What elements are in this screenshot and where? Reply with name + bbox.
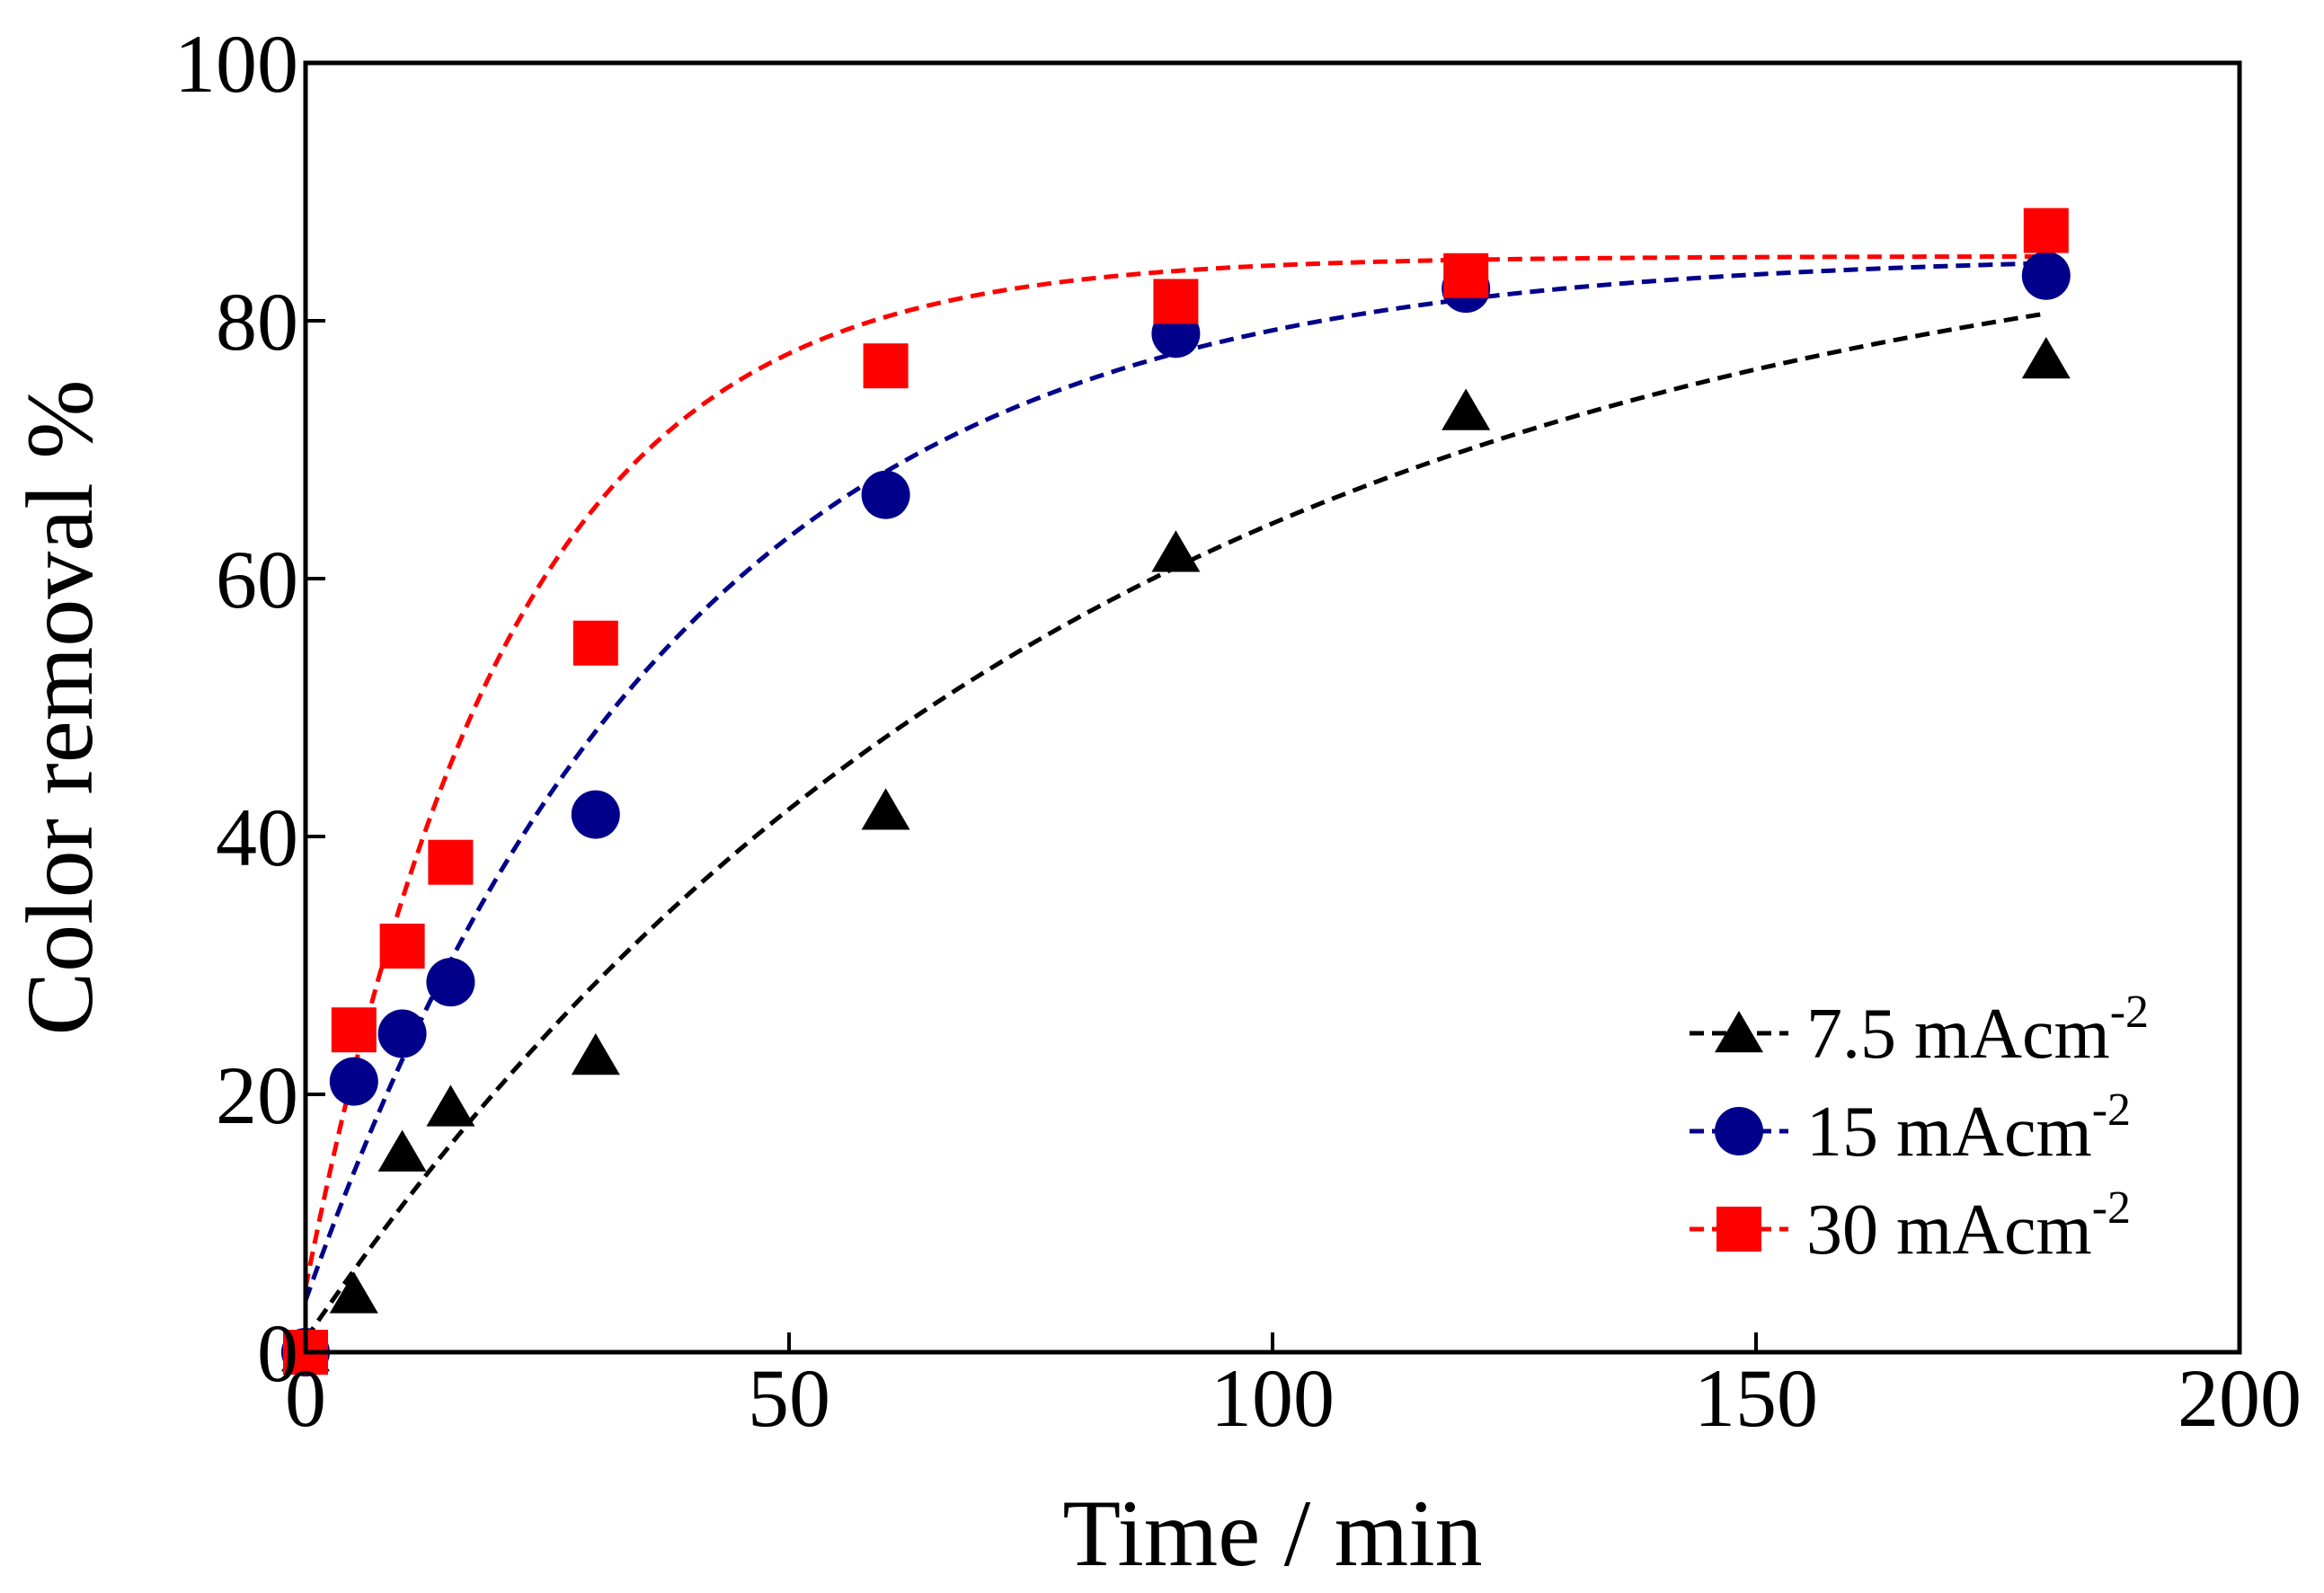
fit-curve — [303, 253, 2046, 1288]
data-point-triangle — [571, 1032, 620, 1075]
legend-label: 7.5 mAcm-2 — [1806, 987, 2149, 1074]
data-point-square — [428, 839, 474, 885]
data-point-square — [572, 620, 618, 666]
data-point-triangle — [329, 1271, 378, 1314]
y-tick-label: 40 — [216, 792, 298, 883]
y-tick-label: 80 — [216, 276, 298, 367]
x-tick-label: 200 — [2178, 1352, 2302, 1444]
data-point-square — [1153, 279, 1199, 324]
data-point-triangle — [861, 788, 910, 830]
legend-label-text: 30 mAcm — [1806, 1190, 2092, 1270]
legend-marker-square — [1716, 1207, 1761, 1252]
legend-label: 30 mAcm-2 — [1806, 1182, 2131, 1270]
data-point-square — [2023, 208, 2069, 253]
data-point-triangle — [1151, 530, 1201, 572]
data-point-circle — [861, 470, 910, 519]
data-point-square — [379, 923, 425, 969]
data-point-square — [1443, 252, 1489, 298]
data-point-circle — [2021, 251, 2071, 300]
y-axis-title: Color removal % — [7, 379, 112, 1035]
data-point-triangle — [426, 1084, 475, 1127]
legend-label: 15 mAcm-2 — [1806, 1084, 2131, 1172]
data-point-triangle — [1441, 388, 1491, 430]
data-point-circle — [329, 1057, 378, 1106]
y-tick-label: 20 — [216, 1049, 298, 1141]
data-point-triangle — [2021, 337, 2071, 379]
y-tick-label: 60 — [216, 534, 298, 625]
fit-curve — [303, 261, 2046, 1302]
legend-label-exponent: -2 — [2092, 1182, 2131, 1234]
y-tick-label: 100 — [174, 18, 298, 110]
data-point-circle — [571, 790, 620, 839]
data-point-square — [863, 343, 909, 389]
data-point-triangle — [377, 1129, 427, 1172]
x-axis-title: Time / min — [1062, 1481, 1482, 1586]
legend-marker-circle — [1715, 1107, 1763, 1155]
data-point-square — [331, 1007, 377, 1053]
x-tick-label: 50 — [748, 1352, 830, 1444]
legend-marker-triangle — [1715, 1011, 1763, 1053]
y-tick-label: 0 — [257, 1307, 298, 1399]
data-point-circle — [426, 958, 475, 1007]
x-tick-label: 100 — [1211, 1352, 1335, 1444]
legend-label-text: 15 mAcm — [1806, 1093, 2092, 1172]
x-tick-label: 0 — [285, 1352, 326, 1444]
data-point-circle — [377, 1009, 427, 1058]
legend-label-exponent: -2 — [2092, 1084, 2131, 1136]
axis-ticks: 0 50 100 150 200 0 20 40 60 80 100 — [174, 18, 2302, 1444]
data-markers — [281, 208, 2071, 1376]
legend-label-text: 7.5 mAcm — [1806, 995, 2110, 1074]
legend-label-exponent: -2 — [2110, 987, 2149, 1038]
legend: 7.5 mAcm-215 mAcm-230 mAcm-2 — [1690, 987, 2149, 1270]
x-tick-label: 150 — [1694, 1352, 1818, 1444]
